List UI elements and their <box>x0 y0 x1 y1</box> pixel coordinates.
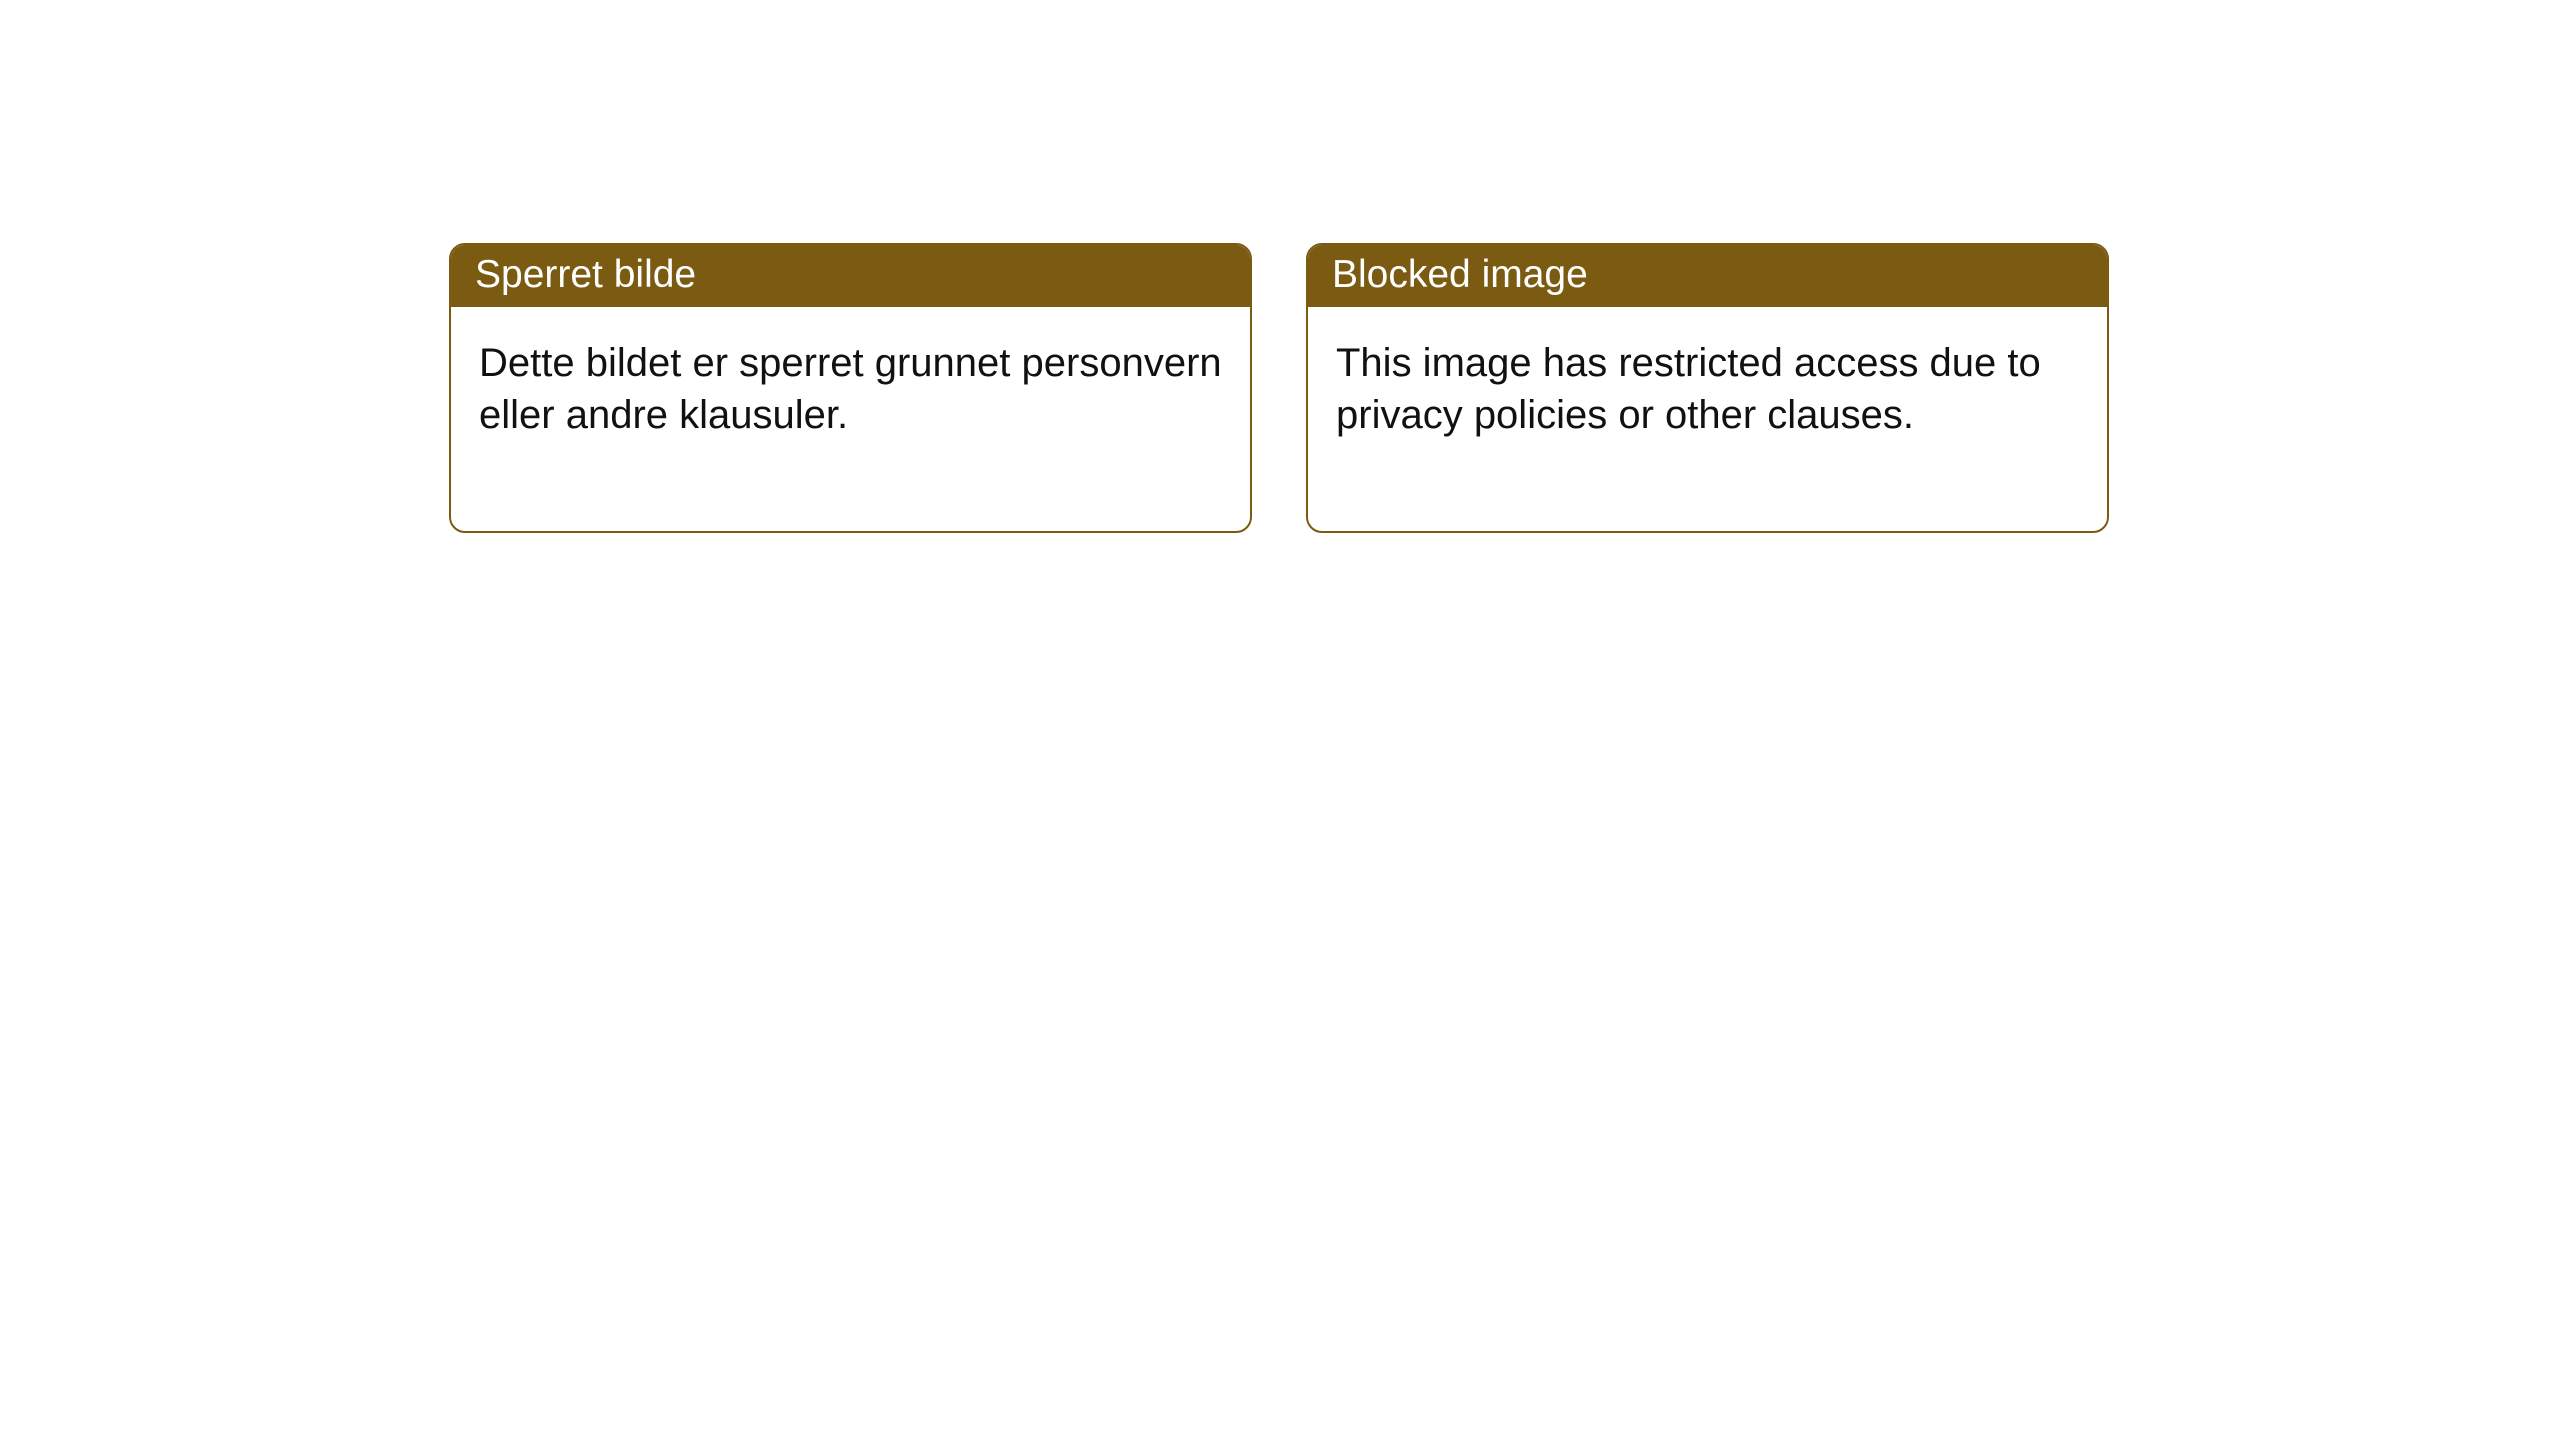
notice-header-no: Sperret bilde <box>451 245 1250 307</box>
notice-title: Blocked image <box>1332 253 1588 296</box>
notice-body-en: This image has restricted access due to … <box>1308 307 2107 531</box>
notice-card-en: Blocked image This image has restricted … <box>1306 243 2109 533</box>
notice-container: Sperret bilde Dette bildet er sperret gr… <box>0 0 2560 533</box>
notice-text: Dette bildet er sperret grunnet personve… <box>479 341 1222 437</box>
notice-header-en: Blocked image <box>1308 245 2107 307</box>
notice-text: This image has restricted access due to … <box>1336 341 2041 437</box>
notice-title: Sperret bilde <box>475 253 696 296</box>
notice-body-no: Dette bildet er sperret grunnet personve… <box>451 307 1250 531</box>
notice-card-no: Sperret bilde Dette bildet er sperret gr… <box>449 243 1252 533</box>
